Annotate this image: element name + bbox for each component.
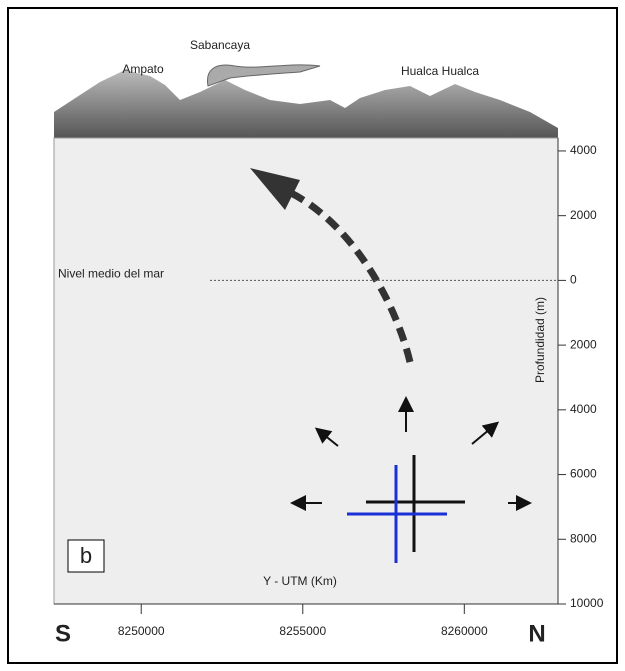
figure: Ampato Sabancaya Hualca Hualca Profundid… [0,0,625,671]
direction-label: N [528,620,545,647]
panel-label: b [80,543,92,568]
y-axis-title: Profundidad (m) [533,297,547,383]
sea-level-label: Nivel medio del mar [58,267,164,281]
volcano-label: Sabancaya [190,38,250,52]
panel [54,138,558,604]
x-tick-label: 8255000 [279,624,326,638]
volcano-label: Hualca Hualca [401,64,479,78]
y-tick-label: 8000 [570,531,597,545]
y-tick-label: 10000 [570,596,604,610]
x-tick-label: 8260000 [441,624,488,638]
y-tick-label: 2000 [570,208,597,222]
x-axis-title: Y - UTM (Km) [263,574,337,588]
volcano-label: Ampato [122,62,164,76]
y-tick-label: 6000 [570,467,597,481]
direction-label: S [55,620,71,647]
x-tick-label: 8250000 [118,624,165,638]
y-tick-label: 4000 [570,143,597,157]
y-tick-label: 0 [570,273,577,287]
y-tick-label: 4000 [570,402,597,416]
y-tick-label: 2000 [570,337,597,351]
